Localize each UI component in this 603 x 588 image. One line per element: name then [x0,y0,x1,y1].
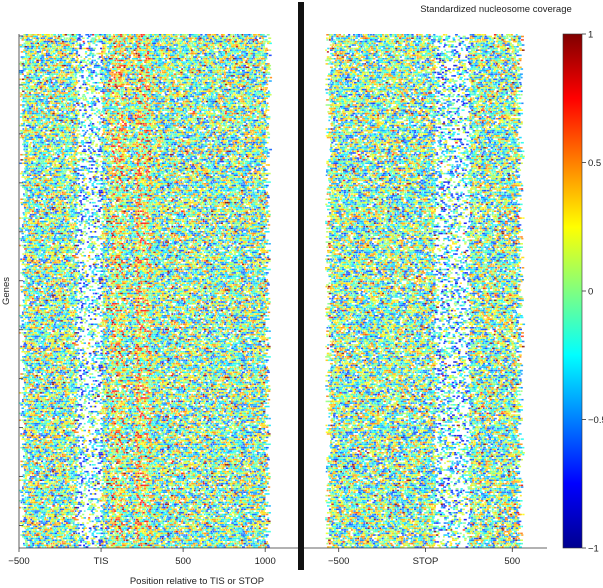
x-axis-ticks: −500 TIS 500 1000 −500 STOP 500 [8,548,520,567]
colorbar-tick-label: −1 [588,544,599,555]
x-tick-label: TIS [94,556,109,567]
x-tick-label: 1000 [255,556,276,567]
heatmap-panel-stop [325,34,526,548]
x-tick-label: −500 [8,556,29,567]
panel-separator [298,2,304,570]
x-tick-label: STOP [413,556,439,567]
x-tick-label: −500 [328,556,349,567]
y-axis-ticks [19,35,23,526]
x-tick-label: 500 [175,556,191,567]
colorbar [562,33,583,549]
colorbar-ticks: 1 0.5 0 −0.5 −1 [582,30,603,555]
colorbar-tick-label: 0.5 [588,158,601,169]
x-tick-label: 500 [504,556,520,567]
colorbar-tick-label: 0 [588,287,593,298]
colorbar-tick-label: 1 [588,30,593,41]
chart-title: Standardized nucleosome coverage [420,4,572,15]
heatmap-panel-tis [19,34,273,548]
x-axis-label: Position relative to TIS or STOP [130,576,264,587]
y-axis-label: Genes [1,277,12,305]
colorbar-tick-label: −0.5 [588,415,603,426]
